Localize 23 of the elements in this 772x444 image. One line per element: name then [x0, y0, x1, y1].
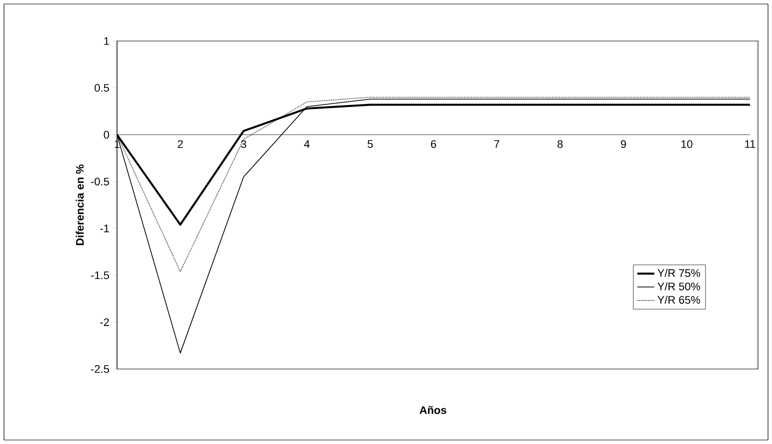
y-tick-label: 1	[104, 37, 109, 45]
y-axis-title: Diferencia en %	[76, 164, 84, 246]
legend-label: Y/R 65%	[658, 296, 700, 304]
y-tick-label: -2	[100, 318, 109, 326]
x-tick-label: 3	[240, 140, 246, 148]
y-tick-label: 0	[104, 130, 110, 139]
x-tick-label: 5	[368, 140, 373, 148]
legend-label: Y/R 50%	[658, 282, 700, 290]
y-tick-label: -2.5	[91, 365, 110, 373]
x-axis-title: Años	[420, 406, 446, 414]
x-tick-label: 6	[431, 140, 436, 148]
x-tick-label: 9	[620, 140, 626, 148]
x-tick-label: 10	[681, 140, 692, 148]
y-tick-label: -0.5	[91, 178, 110, 186]
y-tick-label: -1.5	[91, 271, 110, 280]
legend-label: Y/R 75%	[658, 268, 700, 277]
y-tick-label: 0.5	[94, 84, 110, 92]
x-tick-label: 2	[178, 140, 183, 148]
x-tick-label: 11	[745, 140, 756, 148]
x-tick-label: 8	[558, 140, 563, 148]
x-tick-label: 7	[494, 140, 500, 148]
x-tick-label: 4	[304, 140, 310, 148]
y-tick-label: -1	[100, 224, 109, 232]
